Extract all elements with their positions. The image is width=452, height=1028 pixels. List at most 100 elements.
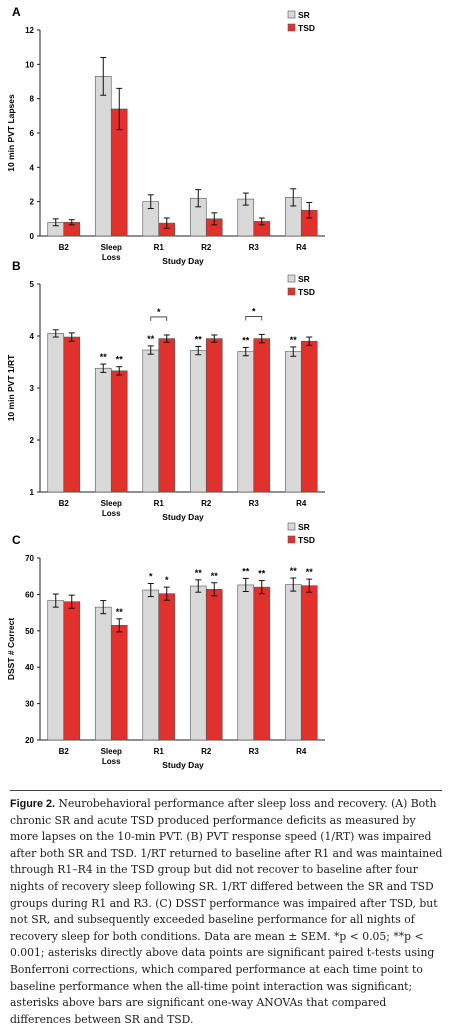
panel-c-x-tick-label: R4 [296, 747, 307, 756]
panel-c-y-tick-label: 70 [25, 554, 34, 563]
panel-b-bar-tsd [110, 370, 128, 493]
panel-a-y-tick-label: 2 [30, 198, 35, 207]
panel-b-significance-marker: ** [290, 335, 298, 345]
panel-b-y-tick-label: 2 [30, 436, 35, 445]
panel-c-bar-tsd [205, 589, 223, 741]
panel-b-comparison-marker: * [252, 306, 256, 316]
panel-b-y-tick-label: 4 [30, 332, 35, 341]
panel-b-x-tick-label: R2 [201, 499, 212, 508]
panel-b-legend-swatch-sr [287, 274, 296, 283]
panel-a-label: A [12, 5, 21, 19]
panel-c-significance-marker: ** [195, 568, 203, 578]
panel-c-bar-sr [94, 606, 112, 741]
panel-b-bar-tsd [63, 336, 81, 493]
panel-c-bar-tsd [158, 593, 176, 741]
caption-text: Neurobehavioral performance after sleep … [10, 797, 443, 1026]
panel-c-bar-tsd [63, 601, 81, 741]
panel-a-y-tick-label: 4 [30, 163, 35, 172]
panel-a-y-tick-label: 0 [30, 232, 35, 241]
figure-caption: Figure 2. Neurobehavioral performance af… [10, 796, 446, 1028]
panel-a-x-tick-label: R2 [201, 243, 212, 252]
panel-a-y-axis-label: 10 min PVT Lapses [6, 94, 16, 172]
panel-c-bar-tsd [110, 625, 128, 741]
panel-b-y-tick-label: 1 [30, 488, 35, 497]
panel-a-legend-label-tsd: TSD [298, 23, 315, 33]
panel-c-y-axis-label: DSST # Correct [6, 618, 16, 681]
panel-a-x-axis-label: Study Day [162, 256, 204, 266]
panel-c-bar-sr [189, 585, 207, 741]
panel-c-bar-sr [142, 589, 160, 741]
panel-b-bar-sr [284, 351, 302, 493]
panel-c-y-tick-label: 50 [25, 627, 34, 636]
panel-b-significance-marker: ** [195, 334, 203, 344]
panel-c-significance-marker: ** [116, 607, 124, 617]
panel-a-legend-label-sr: SR [298, 10, 310, 20]
panel-c-legend-label-tsd: TSD [298, 535, 315, 545]
panel-c-significance-marker: * [149, 571, 153, 581]
panel-b-significance-marker: ** [147, 334, 155, 344]
panel-c-y-tick-label: 60 [25, 590, 34, 599]
panel-a-legend-swatch-sr [287, 10, 296, 19]
panel-c-significance-marker: ** [258, 569, 266, 579]
panel-b-bar-sr [142, 349, 160, 493]
panel-b-bar-sr [237, 351, 255, 493]
panel-b-x-tick-label: Loss [102, 509, 121, 518]
panel-c-y-tick-label: 30 [25, 700, 34, 709]
panel-b-x-tick-label: R1 [154, 499, 165, 508]
panel-a-legend-swatch-tsd [287, 23, 296, 32]
panel-c-bar-sr [47, 600, 65, 741]
panel-b-y-tick-label: 3 [30, 384, 35, 393]
panel-b-bar-tsd [253, 338, 271, 493]
panel-a-y-tick-label: 8 [30, 95, 35, 104]
panel-c-y-tick-label: 40 [25, 663, 34, 672]
panel-a-y-tick-label: 10 [25, 60, 34, 69]
panel-c-bar-sr [237, 584, 255, 741]
panel-c-significance-marker: ** [211, 571, 219, 581]
panel-b-label: B [12, 259, 21, 273]
caption-label: Figure 2. [10, 798, 55, 810]
panel-b-bar-tsd [205, 338, 223, 493]
panel-a-x-tick-label: Sleep [101, 243, 122, 252]
panel-c-legend-swatch-sr [287, 522, 296, 531]
panel-c-significance-marker: ** [306, 567, 314, 577]
panel-b-bar-sr [94, 367, 112, 493]
panel-c-significance-marker: ** [290, 566, 298, 576]
panel-b-y-tick-label: 5 [30, 280, 35, 289]
panel-a-y-tick-label: 12 [25, 26, 34, 35]
panel-a-x-tick-label: R3 [249, 243, 260, 252]
panel-b-comparison-marker: * [157, 307, 161, 317]
panel-b-comparison-bracket [245, 316, 263, 321]
panel-c-y-tick-label: 20 [25, 736, 34, 745]
caption-divider [10, 790, 442, 791]
panel-b-bar-tsd [300, 340, 318, 493]
panel-c-label: C [12, 533, 21, 547]
panel-c-bar-sr [284, 584, 302, 741]
panel-b-legend-label-tsd: TSD [298, 287, 315, 297]
panel-c-x-tick-label: R3 [249, 747, 260, 756]
panel-a-x-tick-label: R4 [296, 243, 307, 252]
panel-b-x-axis-label: Study Day [162, 512, 204, 522]
panel-c-x-tick-label: B2 [59, 747, 70, 756]
panel-b-x-tick-label: Sleep [101, 499, 122, 508]
panel-a-x-tick-label: Loss [102, 253, 121, 262]
panel-b-bar-tsd [158, 338, 176, 493]
panel-b-significance-marker: ** [116, 355, 124, 365]
panel-b-legend-swatch-tsd [287, 287, 296, 296]
panel-b-y-axis-label: 10 min PVT 1/RT [6, 354, 16, 421]
panel-c-significance-marker: * [165, 575, 169, 585]
panel-c-x-tick-label: R1 [154, 747, 165, 756]
panel-c-legend-swatch-tsd [287, 535, 296, 544]
panel-b-x-tick-label: R3 [249, 499, 260, 508]
panel-b-comparison-bracket [150, 316, 168, 321]
panel-b-x-tick-label: R4 [296, 499, 307, 508]
panel-c-bar-tsd [300, 585, 318, 741]
panel-c-x-tick-label: Sleep [101, 747, 122, 756]
panel-a-x-tick-label: B2 [59, 243, 70, 252]
panel-a-y-tick-label: 6 [30, 129, 35, 138]
panel-c-x-tick-label: R2 [201, 747, 212, 756]
panel-b-significance-marker: ** [100, 352, 108, 362]
panel-c-bar-tsd [253, 586, 271, 741]
panel-c-x-tick-label: Loss [102, 757, 121, 766]
panel-c-significance-marker: ** [242, 566, 250, 576]
